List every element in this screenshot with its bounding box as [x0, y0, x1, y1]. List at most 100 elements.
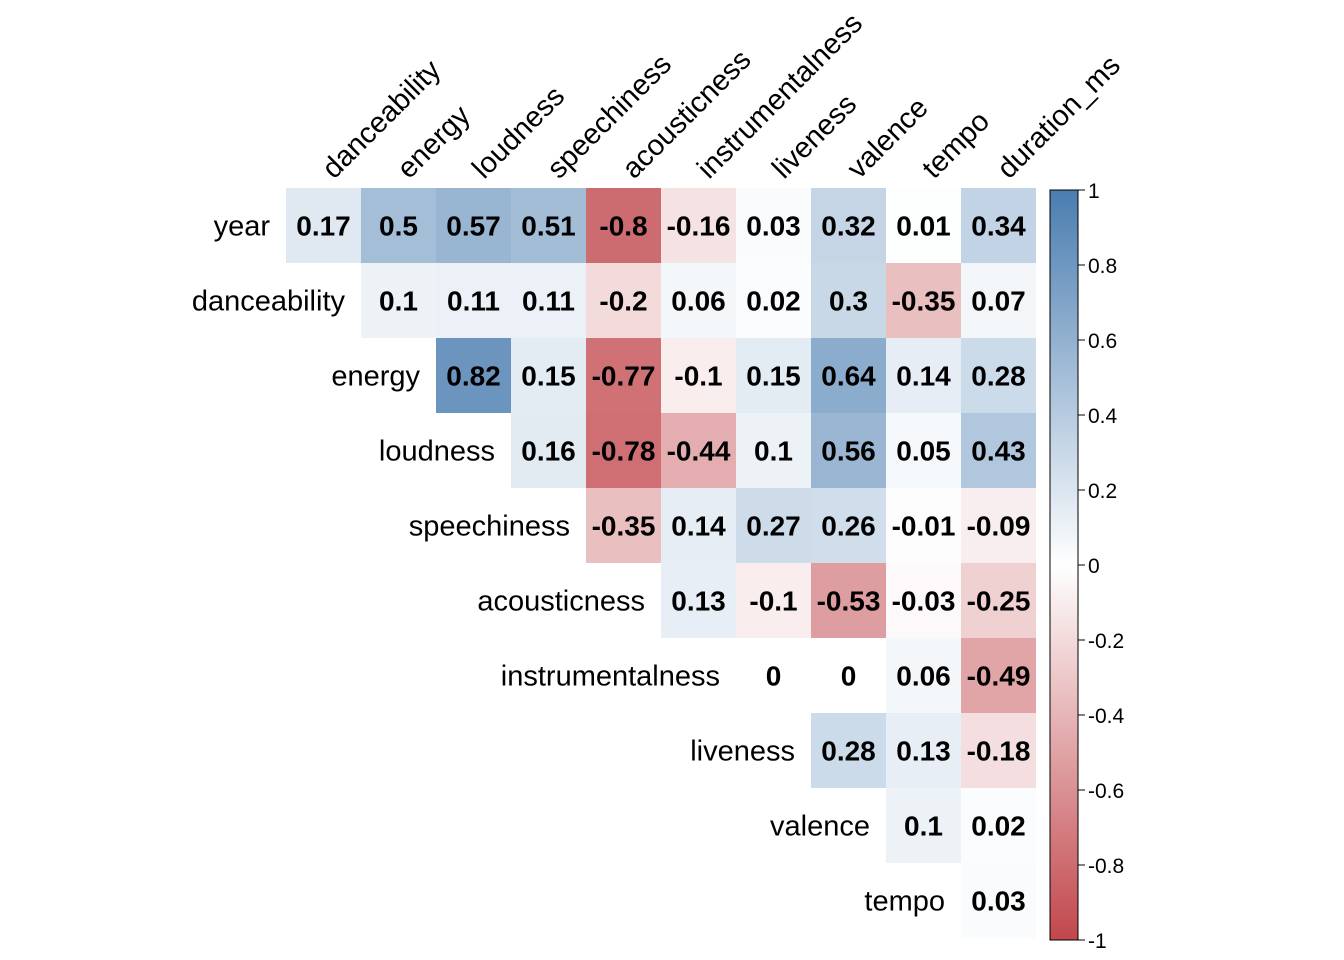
- cell-value-label: -0.25: [967, 586, 1031, 617]
- cell-value-label: 0.14: [671, 511, 726, 542]
- heatmap-cell: [961, 338, 1036, 413]
- heatmap-cell: [736, 488, 811, 563]
- cell-value-label: 0.06: [671, 286, 726, 317]
- heatmap-cell: [886, 563, 961, 638]
- heatmap-cell: [436, 338, 511, 413]
- heatmap-cell: [661, 488, 736, 563]
- heatmap-cell: [811, 263, 886, 338]
- heatmap-cell: [586, 263, 661, 338]
- heatmap-cell: [736, 188, 811, 263]
- heatmap-cell: [961, 863, 1036, 938]
- cell-value-label: 0.01: [896, 211, 951, 242]
- cell-value-label: -0.09: [967, 511, 1031, 542]
- heatmap-cell: [361, 263, 436, 338]
- heatmap-cell: [736, 563, 811, 638]
- heatmap-cell: [586, 488, 661, 563]
- heatmap-cell: [961, 713, 1036, 788]
- legend-tick-label: 0.2: [1088, 480, 1117, 503]
- cell-value-label: 0.05: [896, 436, 951, 467]
- legend-tick-label: 0.4: [1088, 405, 1118, 428]
- heatmap-cell: [286, 188, 361, 263]
- heatmap-cell: [436, 188, 511, 263]
- heatmap-cell: [361, 188, 436, 263]
- heatmap-cell: [811, 488, 886, 563]
- heatmap-cell: [736, 263, 811, 338]
- cell-value-label: 0.14: [896, 361, 951, 392]
- cell-value-label: 0.56: [821, 436, 876, 467]
- cell-value-label: 0.28: [971, 361, 1026, 392]
- cell-value-label: -0.1: [749, 586, 797, 617]
- heatmap-cell: [961, 788, 1036, 863]
- legend-tick-label: -1: [1088, 930, 1107, 953]
- heatmap-cell: [886, 713, 961, 788]
- cell-value-label: 0.16: [521, 436, 576, 467]
- cell-value-label: 0.51: [521, 211, 576, 242]
- heatmap-cell: [811, 338, 886, 413]
- heatmap-cell: [511, 263, 586, 338]
- heatmap-cell: [886, 488, 961, 563]
- cell-value-label: -0.1: [674, 361, 722, 392]
- cell-value-label: -0.35: [592, 511, 656, 542]
- cell-value-label: 0.02: [971, 811, 1026, 842]
- column-labels: danceabilityenergyloudnessspeechinessaco…: [316, 7, 1126, 185]
- cell-value-label: 0.17: [296, 211, 351, 242]
- cell-value-label: -0.03: [892, 586, 956, 617]
- cell-value-label: -0.44: [667, 436, 731, 467]
- cell-value-label: 0.64: [821, 361, 876, 392]
- heatmap-cell: [886, 413, 961, 488]
- heatmap-cell: [886, 188, 961, 263]
- heatmap-cell: [661, 338, 736, 413]
- legend-tick-label: -0.2: [1088, 630, 1124, 653]
- heatmap-cell: [961, 563, 1036, 638]
- cell-value-label: 0.27: [746, 511, 801, 542]
- heatmap-cell: [886, 338, 961, 413]
- cell-value-label: 0.11: [522, 286, 575, 317]
- heatmap-cell: [811, 413, 886, 488]
- heatmap-cell: [736, 338, 811, 413]
- heatmap-cells: 0.17 0.5 0.57 0.51 -0.8 -0.16 0.03 0.32 0.01 0.34…: [286, 188, 1036, 938]
- cell-value-label: -0.18: [967, 736, 1031, 767]
- cell-value-label: -0.78: [592, 436, 656, 467]
- heatmap-cell: [586, 338, 661, 413]
- heatmap-cell: [886, 638, 961, 713]
- legend-tick-label: 0.6: [1088, 330, 1117, 353]
- color-legend: 1 0.8 0.6 0.4 0.2 0 -0.2 -0.4 -0.6 -0.8 -1: [1049, 180, 1125, 953]
- row-label: liveness: [690, 736, 795, 768]
- heatmap-cell: [661, 413, 736, 488]
- cell-value-label: 0.34: [971, 211, 1026, 242]
- row-label: energy: [331, 361, 420, 393]
- legend-tick-label: 1: [1088, 180, 1100, 203]
- heatmap-cell: [736, 413, 811, 488]
- legend-tick-label: -0.8: [1088, 855, 1124, 878]
- heatmap-cell: [736, 638, 811, 713]
- row-label: loudness: [379, 436, 495, 468]
- cell-value-label: -0.77: [592, 361, 656, 392]
- heatmap-cell: [886, 788, 961, 863]
- cell-value-label: 0.02: [746, 286, 801, 317]
- heatmap-cell: [961, 638, 1036, 713]
- cell-value-label: 0.82: [446, 361, 501, 392]
- cell-value-label: 0.43: [971, 436, 1026, 467]
- heatmap-cell: [511, 413, 586, 488]
- heatmap-cell: [661, 563, 736, 638]
- cell-value-label: 0.15: [521, 361, 576, 392]
- heatmap-cell: [961, 188, 1036, 263]
- row-label: acousticness: [477, 586, 645, 618]
- cell-value-label: 0.15: [746, 361, 801, 392]
- heatmap-cell: [811, 188, 886, 263]
- cell-value-label: -0.01: [892, 511, 956, 542]
- heatmap-cell: [961, 413, 1036, 488]
- row-label: instrumentalness: [501, 661, 720, 693]
- cell-value-label: 0.26: [821, 511, 876, 542]
- row-labels: year danceability energy loudness speechines…: [192, 211, 945, 918]
- cell-value-label: -0.53: [817, 586, 881, 617]
- cell-value-label: 0.28: [821, 736, 876, 767]
- cell-value-label: 0.03: [971, 886, 1026, 917]
- cell-value-label: 0.07: [971, 286, 1026, 317]
- heatmap-cell: [961, 488, 1036, 563]
- legend-color-bar: [1050, 190, 1078, 940]
- cell-value-label: 0.06: [896, 661, 951, 692]
- heatmap-cell: [811, 713, 886, 788]
- row-label: year: [214, 211, 271, 243]
- heatmap-cell: [961, 263, 1036, 338]
